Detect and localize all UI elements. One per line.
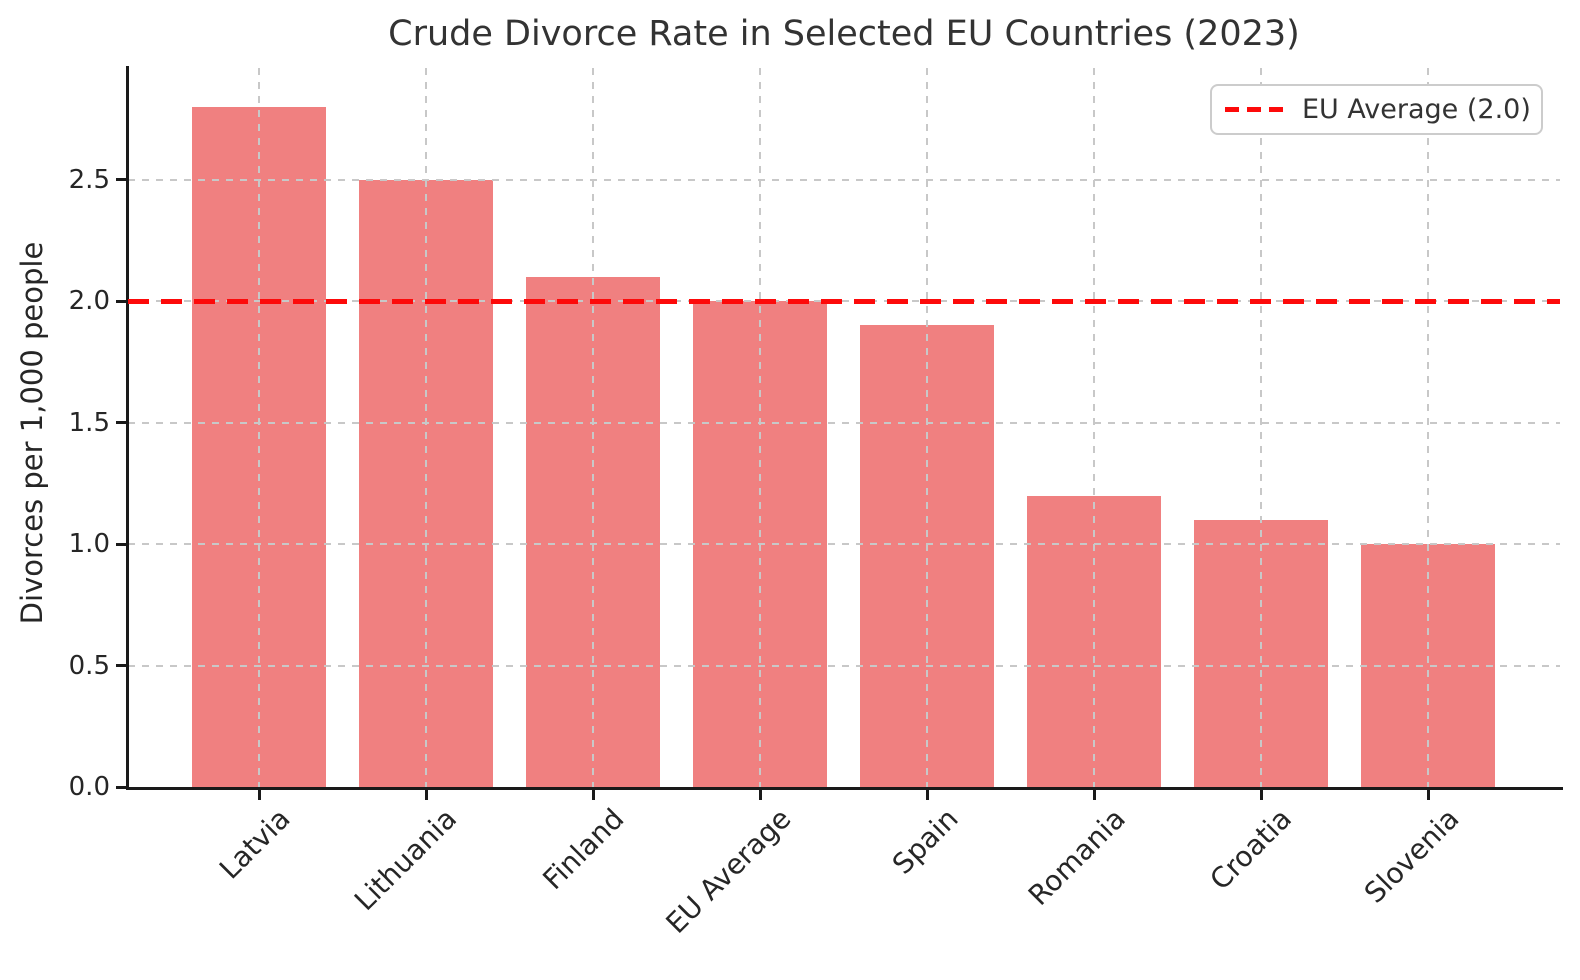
x-tick-label: Lithuania xyxy=(348,802,464,918)
y-tick-label: 2.0 xyxy=(68,286,110,317)
x-tick-label: Latvia xyxy=(212,802,297,886)
gridline-vertical xyxy=(1427,68,1429,787)
x-axis-tick xyxy=(424,790,428,800)
y-tick-label: 2.5 xyxy=(68,164,110,195)
x-tick-label: Slovenia xyxy=(1357,802,1466,910)
x-axis-tick xyxy=(1426,790,1430,800)
gridline-vertical xyxy=(759,68,761,787)
y-tick-label: 0.0 xyxy=(68,772,110,802)
y-axis-tick xyxy=(116,421,126,425)
gridline-vertical xyxy=(592,68,594,787)
chart-title: Crude Divorce Rate in Selected EU Countr… xyxy=(388,14,1300,54)
plot-area xyxy=(128,68,1560,787)
x-tick-label: Finland xyxy=(536,802,631,897)
legend-box: EU Average (2.0) xyxy=(1210,84,1543,135)
x-axis-tick xyxy=(1092,790,1096,800)
gridline-vertical xyxy=(1093,68,1095,787)
gridline-vertical xyxy=(1260,68,1262,787)
y-tick-label: 1.5 xyxy=(68,407,110,438)
x-tick-label: Spain xyxy=(885,802,965,881)
y-axis-spine xyxy=(126,66,129,789)
gridline-vertical xyxy=(258,68,260,787)
x-tick-label: EU Average xyxy=(659,802,798,940)
y-tick-label: 0.5 xyxy=(68,650,110,681)
x-axis-tick xyxy=(1259,790,1263,800)
y-axis-tick xyxy=(116,785,126,789)
x-tick-label: Croatia xyxy=(1203,802,1299,897)
legend-dashed-line-sample xyxy=(1225,107,1283,112)
x-axis-spine xyxy=(126,787,1563,790)
x-axis-tick xyxy=(758,790,762,800)
y-axis-tick xyxy=(116,178,126,182)
gridline-vertical xyxy=(926,68,928,787)
legend-label: EU Average (2.0) xyxy=(1302,94,1531,125)
y-axis-tick xyxy=(116,664,126,668)
x-axis-tick xyxy=(257,790,261,800)
gridline-horizontal xyxy=(128,664,1560,667)
gridline-vertical xyxy=(425,68,427,787)
x-axis-tick xyxy=(591,790,595,800)
gridline-horizontal xyxy=(128,421,1560,424)
y-axis-tick xyxy=(116,542,126,546)
y-tick-label: 1.0 xyxy=(68,529,110,560)
x-tick-label: Romania xyxy=(1021,802,1132,912)
eu-average-reference-line xyxy=(128,298,1560,304)
gridline-horizontal xyxy=(128,178,1560,181)
y-axis-tick xyxy=(116,299,126,303)
gridline-horizontal xyxy=(128,543,1560,546)
x-axis-tick xyxy=(925,790,929,800)
